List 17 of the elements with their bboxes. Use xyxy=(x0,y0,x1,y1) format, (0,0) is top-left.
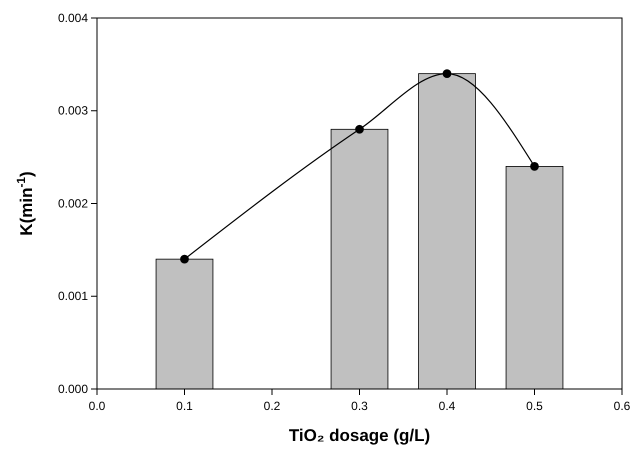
y-tick-label: 0.000 xyxy=(58,382,88,396)
x-tick-label: 0.0 xyxy=(88,399,106,413)
x-axis-title: TiO₂ dosage (g/L) xyxy=(288,426,430,445)
point xyxy=(442,69,452,78)
x-tick-label: 0.2 xyxy=(264,399,281,413)
x-tick-label: 0.5 xyxy=(526,399,544,413)
x-tick-label: 0.1 xyxy=(176,399,194,413)
x-tick-label: 0.6 xyxy=(614,399,631,413)
point xyxy=(355,124,364,134)
point xyxy=(180,254,189,264)
y-tick-label: 0.002 xyxy=(58,196,88,210)
x-tick-label: 0.4 xyxy=(438,399,456,413)
x-tick-label: 0.3 xyxy=(351,399,368,413)
y-tick-label: 0.003 xyxy=(58,104,88,118)
y-tick-label: 0.004 xyxy=(58,10,88,25)
y-tick-label: 0.001 xyxy=(58,289,88,304)
point xyxy=(530,162,539,171)
